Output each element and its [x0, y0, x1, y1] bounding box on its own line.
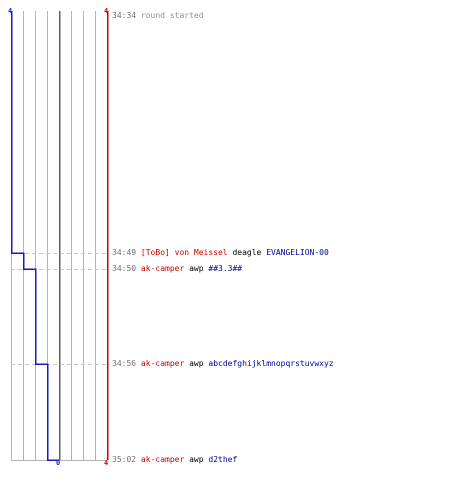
- weapon-name: awp: [189, 264, 204, 273]
- blue-team-alive-line: [10, 11, 60, 461]
- killer-name: ak-camper: [140, 264, 185, 273]
- weapon-name: awp: [189, 359, 204, 368]
- log-kill: 35:02 ak-camper awp d2thef: [112, 455, 237, 465]
- red-end-count: 4: [104, 459, 109, 467]
- team-alive-lines: [10, 11, 109, 461]
- log-event-text: round started: [140, 11, 204, 20]
- weapon-name: awp: [189, 455, 204, 464]
- victim-name: d2thef: [208, 455, 238, 464]
- blue-start-count: 4: [8, 7, 13, 15]
- log-kill: 34:49 [ToBo] von Meissel deagle EVANGELI…: [112, 248, 329, 258]
- red-start-count: 4: [104, 7, 109, 15]
- killer-name: ak-camper: [140, 455, 185, 464]
- killer-name: ak-camper: [140, 359, 185, 368]
- victim-name: ##3.3##: [208, 264, 243, 273]
- log-round-start: 34:34 round started: [112, 11, 204, 21]
- log-time: 35:02: [112, 455, 137, 464]
- log-time: 34:56: [112, 359, 137, 368]
- log-kill: 34:56 ak-camper awp abcdefghijklmnopqrst…: [112, 359, 334, 369]
- victim-name: abcdefghijklmnopqrstuvwxyz: [208, 359, 334, 368]
- log-time: 34:50: [112, 264, 137, 273]
- killer-name: [ToBo] von Meissel: [140, 248, 228, 257]
- blue-end-count: 0: [56, 459, 61, 467]
- log-time: 34:49: [112, 248, 137, 257]
- victim-name: EVANGELION-00: [266, 248, 329, 257]
- weapon-name: deagle: [232, 248, 262, 257]
- timeline-grid: [11, 11, 107, 461]
- log-kill: 34:50 ak-camper awp ##3.3##: [112, 264, 242, 274]
- log-time: 34:34: [112, 11, 137, 20]
